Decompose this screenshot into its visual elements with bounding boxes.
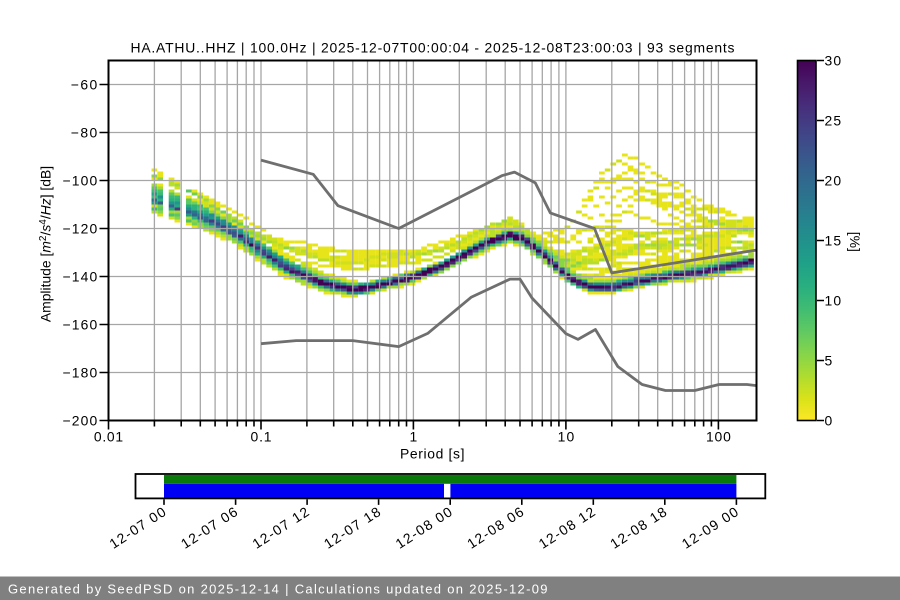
- svg-text:12-07 18: 12-07 18: [321, 503, 384, 551]
- svg-text:−140: −140: [63, 268, 98, 284]
- svg-text:30: 30: [825, 52, 842, 68]
- svg-text:0.1: 0.1: [251, 429, 272, 445]
- svg-text:10: 10: [558, 429, 575, 445]
- svg-text:−200: −200: [63, 412, 98, 428]
- svg-text:1: 1: [410, 429, 418, 445]
- svg-text:−100: −100: [63, 172, 98, 188]
- svg-text:15: 15: [825, 232, 842, 248]
- svg-text:Period [s]: Period [s]: [400, 446, 465, 462]
- svg-text:12-08 18: 12-08 18: [607, 503, 670, 551]
- svg-text:12-08 06: 12-08 06: [464, 503, 527, 551]
- svg-text:Amplitude [m2/s4/Hz] [dB]: Amplitude [m2/s4/Hz] [dB]: [38, 166, 54, 322]
- svg-text:Generated by SeedPSD on 2025-1: Generated by SeedPSD on 2025-12-14 | Cal…: [8, 582, 548, 597]
- svg-text:0.01: 0.01: [94, 429, 124, 445]
- svg-text:12-08 12: 12-08 12: [536, 503, 599, 551]
- svg-text:12-09 00: 12-09 00: [679, 503, 742, 551]
- svg-text:20: 20: [825, 172, 842, 188]
- svg-text:−60: −60: [71, 76, 98, 92]
- svg-text:−180: −180: [63, 364, 98, 380]
- svg-text:−80: −80: [71, 124, 98, 140]
- svg-text:5: 5: [825, 352, 833, 368]
- svg-text:−120: −120: [63, 220, 98, 236]
- svg-text:10: 10: [825, 292, 842, 308]
- svg-text:25: 25: [825, 112, 842, 128]
- svg-text:0: 0: [825, 412, 833, 428]
- svg-text:12-07 12: 12-07 12: [249, 503, 312, 551]
- svg-text:100: 100: [706, 429, 731, 445]
- svg-text:−160: −160: [63, 316, 98, 332]
- svg-text:[%]: [%]: [847, 232, 863, 252]
- svg-text:12-07 06: 12-07 06: [178, 503, 241, 551]
- svg-text:HA.ATHU..HHZ | 100.0Hz | 2025-: HA.ATHU..HHZ | 100.0Hz | 2025-12-07T00:0…: [131, 39, 735, 55]
- svg-text:12-08 00: 12-08 00: [392, 503, 455, 551]
- svg-text:12-07 00: 12-07 00: [106, 503, 169, 551]
